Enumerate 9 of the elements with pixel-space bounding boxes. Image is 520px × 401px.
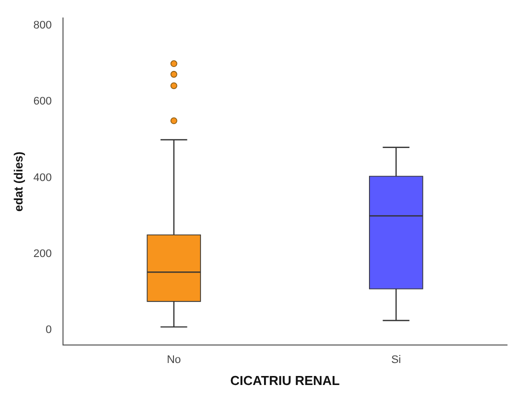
x-tick-label: No xyxy=(166,354,181,366)
y-tick-label: 800 xyxy=(33,20,52,32)
y-tick-label: 0 xyxy=(46,324,52,336)
x-axis-title: CICATRIU RENAL xyxy=(230,372,340,388)
y-tick-label: 400 xyxy=(33,172,52,184)
y-axis-title: edat (dies) xyxy=(12,152,26,212)
y-tick-label: 600 xyxy=(33,96,52,108)
y-tick-label: 200 xyxy=(33,248,52,260)
x-tick-label: Si xyxy=(391,354,401,366)
